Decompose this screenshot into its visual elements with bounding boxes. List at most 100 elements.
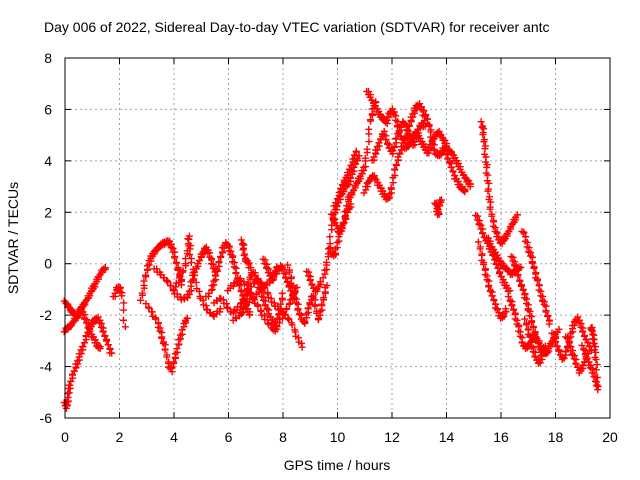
x-tick-label: 2 <box>116 429 124 445</box>
data-point <box>216 305 224 313</box>
data-track <box>60 313 116 412</box>
data-point <box>392 134 400 142</box>
data-point <box>485 283 493 291</box>
data-point <box>118 292 126 300</box>
data-point <box>211 271 219 279</box>
data-track <box>474 238 510 322</box>
data-point <box>590 331 598 339</box>
data-point <box>466 183 474 191</box>
data-point <box>529 323 537 331</box>
data-point <box>513 211 521 219</box>
data-point <box>502 305 510 313</box>
data-point <box>251 271 259 279</box>
data-point <box>591 353 599 361</box>
data-track <box>60 305 104 353</box>
data-point <box>420 107 428 115</box>
data-point <box>164 278 172 286</box>
data-point <box>551 338 559 346</box>
data-point <box>541 342 549 350</box>
data-point <box>593 378 601 386</box>
data-point <box>542 308 550 316</box>
data-point <box>183 314 191 322</box>
data-point <box>247 290 255 298</box>
data-point <box>189 269 197 277</box>
data-point <box>519 286 527 294</box>
data-point <box>294 306 302 314</box>
data-point <box>213 266 221 274</box>
x-tick-label: 4 <box>170 429 178 445</box>
data-point <box>181 255 189 263</box>
data-point <box>327 210 335 218</box>
data-point <box>318 300 326 308</box>
data-point <box>361 154 369 162</box>
data-point <box>521 315 529 323</box>
data-point <box>530 264 538 272</box>
data-point <box>461 187 469 195</box>
data-point <box>286 296 294 304</box>
data-point <box>563 334 571 342</box>
data-point <box>99 328 107 336</box>
data-point <box>253 276 261 284</box>
data-point <box>215 258 223 266</box>
data-point <box>506 287 514 295</box>
data-point <box>65 381 73 389</box>
data-point <box>120 306 128 314</box>
data-track <box>330 147 360 210</box>
data-point <box>120 299 128 307</box>
data-track <box>325 200 355 260</box>
data-point <box>594 386 602 394</box>
data-point <box>592 366 600 374</box>
data-point <box>102 337 110 345</box>
data-point <box>584 338 592 346</box>
data-track <box>169 232 224 320</box>
data-track <box>360 135 409 203</box>
data-track <box>142 300 191 376</box>
data-point <box>533 335 541 343</box>
data-point <box>224 304 232 312</box>
data-track <box>431 196 445 219</box>
data-track <box>521 315 549 367</box>
data-point <box>477 118 485 126</box>
data-point <box>555 347 563 355</box>
data-point <box>137 296 144 304</box>
data-track <box>259 255 281 283</box>
x-tick-label: 16 <box>493 429 509 445</box>
data-point <box>278 289 286 297</box>
data-point <box>277 300 285 308</box>
data-point <box>449 168 457 176</box>
y-tick-label: -4 <box>40 359 53 375</box>
y-tick-label: 8 <box>44 50 52 66</box>
data-point <box>142 271 150 279</box>
data-track <box>224 275 301 335</box>
data-point <box>101 264 109 272</box>
data-point <box>121 323 129 331</box>
data-point <box>304 304 312 312</box>
x-tick-label: 0 <box>61 429 69 445</box>
data-point <box>514 272 522 280</box>
data-point <box>522 321 530 329</box>
data-point <box>365 125 373 133</box>
data-point <box>578 341 586 349</box>
data-point <box>239 246 247 254</box>
data-point <box>171 254 179 262</box>
axis-ticks: 0 2 4 6 8 10 12 14 16 18 20 -6 -4 -2 0 2 4 6 8 <box>40 50 618 445</box>
data-point <box>79 343 87 351</box>
data-point <box>488 212 496 220</box>
data-point <box>544 312 552 320</box>
data-point <box>169 287 177 295</box>
plot-frame <box>64 57 611 419</box>
data-point <box>311 302 319 310</box>
data-point <box>240 251 248 259</box>
data-point <box>288 321 296 329</box>
x-tick-label: 18 <box>548 429 564 445</box>
data-point <box>562 347 570 355</box>
data-point <box>382 136 390 144</box>
data-point <box>168 363 176 371</box>
data-point <box>531 331 539 339</box>
data-point <box>232 269 240 277</box>
data-point <box>347 200 355 208</box>
data-track <box>562 333 592 377</box>
data-track <box>202 239 254 319</box>
grid-lines <box>65 58 610 418</box>
